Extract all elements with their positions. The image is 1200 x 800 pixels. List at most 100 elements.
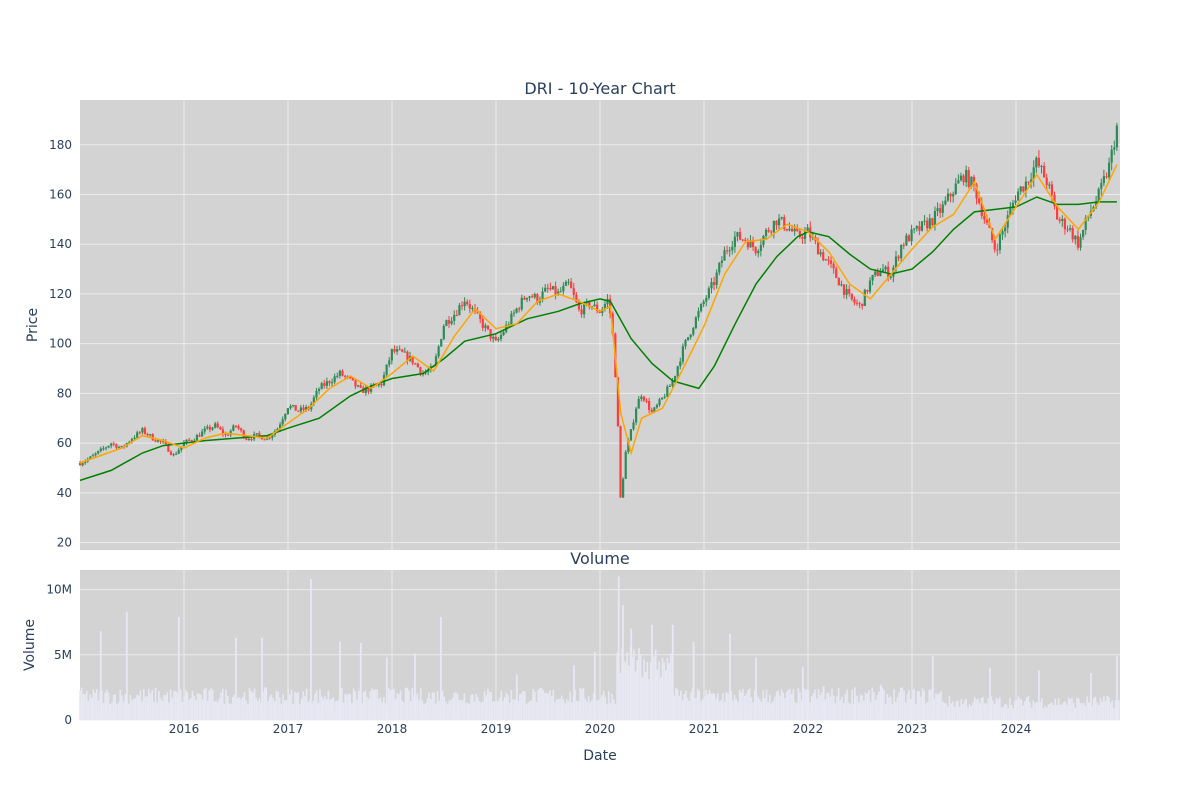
volume-axis-title: Volume <box>22 619 38 671</box>
volume-bar <box>955 701 957 720</box>
candle-up <box>403 351 406 353</box>
candle-up <box>255 433 258 435</box>
candle-up <box>544 287 547 292</box>
volume-bar <box>391 689 393 720</box>
volume-bar <box>404 687 407 720</box>
candle-down <box>351 378 354 381</box>
candle-up <box>632 422 635 430</box>
volume-bar <box>198 693 200 720</box>
volume-bar <box>216 702 219 720</box>
candle-up <box>286 408 289 415</box>
volume-bar <box>419 687 422 720</box>
candle-up <box>694 317 697 329</box>
volume-bar <box>680 690 682 720</box>
volume-bar <box>685 690 687 720</box>
candle-up <box>731 246 734 251</box>
candle-up <box>434 356 438 367</box>
volume-bar <box>619 673 622 720</box>
volume-bar <box>117 702 120 720</box>
candle-down <box>216 423 219 428</box>
volume-bar <box>547 693 550 720</box>
volume-panel-title: Volume <box>570 549 630 568</box>
volume-spike-bar <box>573 665 575 720</box>
volume-bar <box>906 693 909 720</box>
volume-bar <box>87 701 90 720</box>
candle-down <box>902 244 905 246</box>
volume-bar <box>643 659 645 720</box>
volume-bar <box>382 697 385 720</box>
volume-bar <box>184 689 187 720</box>
candle-down <box>536 294 539 303</box>
candle-up <box>299 407 302 412</box>
candle-down <box>575 294 578 303</box>
volume-bar <box>488 691 491 720</box>
volume-bar <box>228 703 231 720</box>
candle-down <box>993 240 996 250</box>
volume-bar <box>107 693 110 720</box>
volume-spike-bar <box>617 576 620 720</box>
volume-bar <box>468 703 471 720</box>
candle-up <box>749 240 752 248</box>
volume-spike-bar <box>235 637 237 720</box>
candle-down <box>972 176 976 185</box>
candle-up <box>484 325 487 328</box>
volume-bar <box>292 703 294 720</box>
volume-bar <box>476 697 479 720</box>
volume-bar <box>1086 696 1088 720</box>
volume-bar <box>282 694 284 720</box>
candle-up <box>593 304 596 307</box>
volume-bar <box>737 701 739 720</box>
candle-down <box>596 304 599 312</box>
volume-bar <box>307 702 310 720</box>
volume-bar <box>653 656 655 720</box>
volume-bar <box>901 687 904 720</box>
volume-bar <box>992 700 994 720</box>
x-tick-label: 2017 <box>273 722 304 736</box>
volume-bar <box>1072 702 1075 720</box>
candle-up <box>803 231 807 239</box>
volume-bar <box>733 694 736 720</box>
volume-bar <box>889 696 892 720</box>
volume-bar <box>206 700 209 720</box>
volume-bar <box>1056 704 1058 720</box>
candle-up <box>1069 228 1072 230</box>
volume-bar <box>654 649 657 720</box>
volume-bar <box>908 689 910 720</box>
candle-down <box>866 289 869 292</box>
volume-bar <box>723 701 726 720</box>
x-tick-label: 2021 <box>689 722 720 736</box>
candle-down <box>858 303 861 305</box>
candle-down <box>975 184 978 199</box>
volume-bar <box>641 677 644 720</box>
candle-down <box>751 240 755 248</box>
volume-bar <box>448 700 451 720</box>
volume-bar <box>362 692 365 720</box>
volume-bar <box>945 703 947 720</box>
candle-up <box>788 228 791 231</box>
volume-bar <box>1049 703 1051 720</box>
candle-up <box>99 448 102 451</box>
volume-bar <box>290 689 293 720</box>
volume-bar <box>411 687 414 720</box>
volume-spike-bar <box>621 605 624 720</box>
volume-bar <box>972 702 974 720</box>
volume-bar <box>188 699 190 720</box>
volume-y-tick-label: 5M <box>54 648 72 662</box>
candle-up <box>998 234 1002 250</box>
volume-bar <box>757 696 759 720</box>
volume-bar <box>289 694 291 720</box>
volume-bar <box>764 697 766 720</box>
volume-bar <box>717 693 719 720</box>
candle-down <box>343 375 347 377</box>
volume-spike-bar <box>822 686 825 720</box>
candle-up <box>442 325 445 340</box>
candle-down <box>146 433 149 436</box>
candle-down <box>167 444 170 452</box>
volume-spike-bar <box>630 628 633 720</box>
candle-up <box>291 405 295 407</box>
volume-bar <box>903 690 905 720</box>
candle-up <box>193 440 196 442</box>
volume-bar <box>137 695 140 720</box>
candle-down <box>375 385 378 387</box>
candle-up <box>1032 167 1035 180</box>
